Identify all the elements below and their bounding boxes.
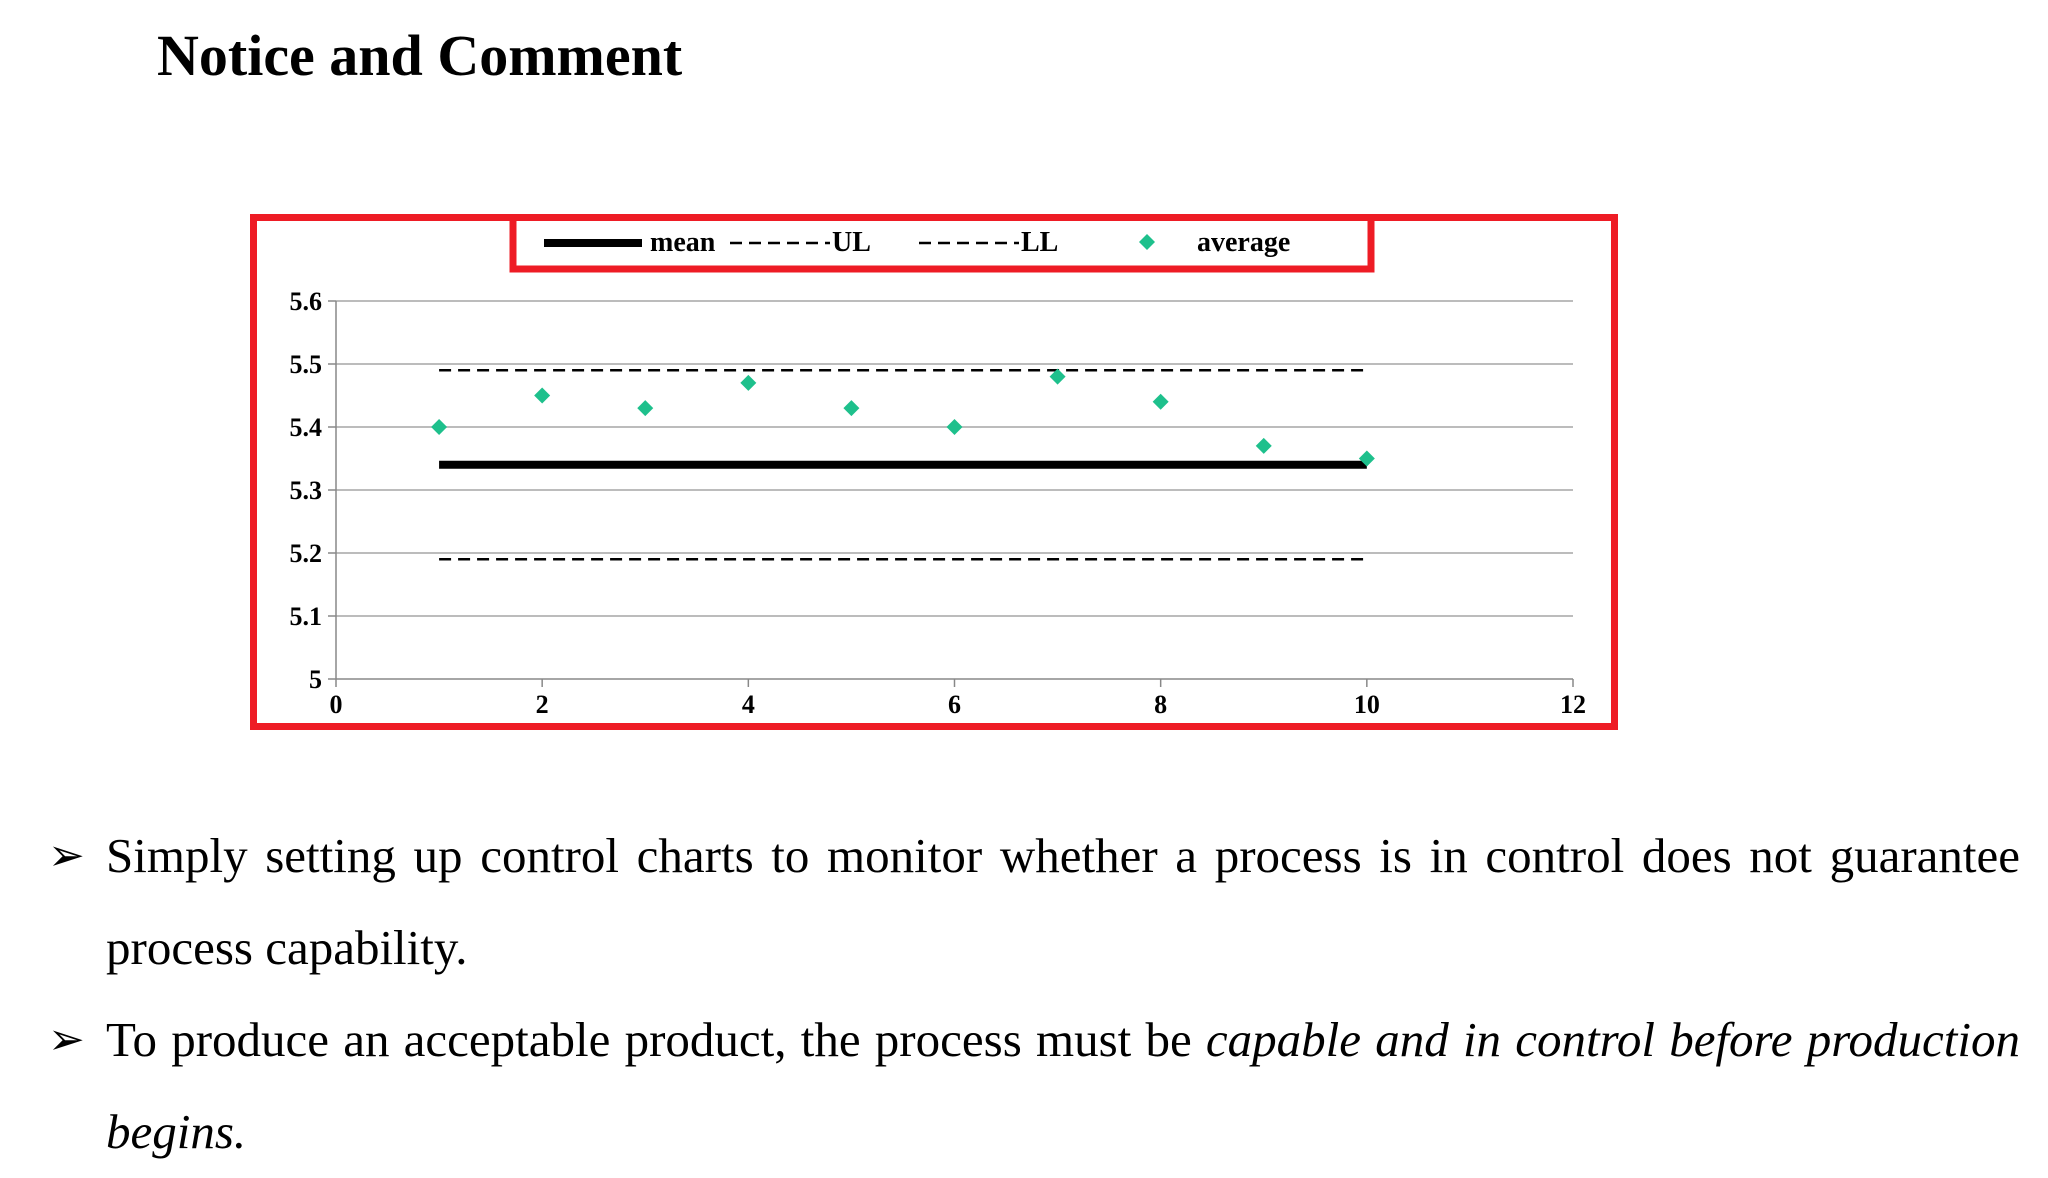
- x-tick-label: 4: [742, 690, 755, 719]
- x-tick-label: 8: [1154, 690, 1167, 719]
- arrowhead-bullet-icon: ➢: [48, 830, 85, 881]
- y-tick-label: 5: [309, 665, 322, 694]
- x-tick-label: 12: [1560, 690, 1586, 719]
- bullet-item: ➢ To produce an acceptable product, the …: [48, 994, 2020, 1178]
- bullet-text-emphasis: capable and in control before production…: [106, 1012, 2020, 1159]
- bullet-text: To produce an acceptable product, the pr…: [106, 1012, 1206, 1067]
- control-chart: 5 5.1 5.2 5.3 5.4 5.5 5.6 0 2 4 6 8 10 12 mean UL LL aver…: [290, 221, 1586, 719]
- legend-label: average: [1197, 227, 1290, 258]
- legend-highlight-box: [509, 221, 1375, 273]
- bullet-item: ➢ Simply setting up control charts to mo…: [48, 810, 2020, 994]
- x-tick-label: 0: [330, 690, 343, 719]
- chart-highlight-frame: 5 5.1 5.2 5.3 5.4 5.5 5.6 0 2 4 6 8 10 12 mean UL LL aver…: [250, 214, 1618, 730]
- x-tick-label: 2: [536, 690, 549, 719]
- y-tick-label: 5.3: [290, 476, 323, 505]
- legend-label: mean: [650, 227, 716, 258]
- x-tick-label: 6: [948, 690, 961, 719]
- average-point: [1049, 368, 1066, 385]
- x-tick-label: 10: [1354, 690, 1380, 719]
- average-point: [1152, 393, 1169, 410]
- average-point: [534, 387, 551, 404]
- y-tick-label: 5.5: [290, 350, 323, 379]
- legend-label: LL: [1021, 227, 1058, 258]
- average-point: [843, 400, 860, 417]
- average-point: [740, 374, 757, 391]
- average-point: [1358, 450, 1375, 467]
- average-point: [637, 400, 654, 417]
- slide-title: Notice and Comment: [157, 23, 683, 88]
- average-point: [1255, 437, 1272, 454]
- bullet-text: Simply setting up control charts to moni…: [106, 828, 2020, 975]
- average-point: [431, 419, 448, 435]
- y-tick-label: 5.4: [290, 413, 323, 442]
- y-tick-label: 5.2: [290, 539, 323, 568]
- y-tick-label: 5.1: [290, 602, 323, 631]
- y-tick-label: 5.6: [290, 287, 323, 316]
- bullet-list: ➢ Simply setting up control charts to mo…: [48, 810, 2020, 1178]
- arrowhead-bullet-icon: ➢: [48, 1014, 85, 1065]
- legend-average-swatch: [1139, 234, 1155, 250]
- legend-label: UL: [832, 227, 871, 258]
- average-point: [946, 419, 963, 435]
